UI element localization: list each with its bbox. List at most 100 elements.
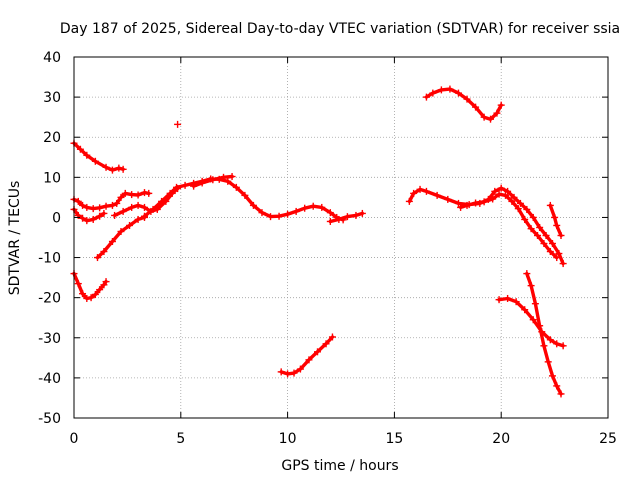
y-tick-label: -50 (38, 411, 61, 427)
data-point (437, 86, 445, 94)
data-point (548, 240, 556, 248)
data-point (318, 203, 326, 211)
data-point (491, 187, 499, 195)
series-line (548, 203, 563, 238)
data-point (472, 103, 480, 111)
data-point (555, 250, 563, 258)
data-point (267, 213, 275, 221)
data-point (140, 212, 148, 220)
data-point (96, 212, 104, 220)
y-axis-label: SDTVAR / TECUs (7, 181, 23, 296)
data-point (83, 151, 91, 159)
data-point (277, 368, 285, 376)
data-point (559, 260, 567, 268)
data-point (96, 204, 104, 212)
x-tick-label: 10 (279, 431, 297, 447)
data-point (174, 120, 182, 128)
data-point (514, 205, 522, 213)
data-point (284, 370, 292, 378)
series-arc-12 (405, 184, 567, 268)
series-line (142, 177, 345, 222)
data-point (510, 193, 518, 201)
data-point (551, 213, 559, 221)
data-point (553, 340, 561, 348)
data-point (480, 113, 488, 121)
series-arc-09 (326, 209, 366, 225)
data-point (559, 342, 567, 350)
series-arc-13 (457, 190, 561, 262)
data-point (536, 322, 544, 330)
data-point (96, 286, 104, 294)
data-point (91, 290, 99, 298)
data-point (79, 201, 87, 209)
data-point (74, 280, 82, 288)
data-point (529, 213, 537, 221)
series-line (407, 186, 565, 266)
data-point (102, 278, 110, 286)
y-tick-label: -40 (38, 371, 61, 387)
data-point (553, 221, 561, 229)
data-point (454, 89, 462, 97)
data-point (531, 300, 539, 308)
series-arc-15 (546, 201, 565, 239)
data-point (117, 227, 125, 235)
data-point (546, 201, 554, 209)
data-point (508, 197, 516, 205)
data-point (134, 191, 142, 199)
data-point (523, 270, 531, 278)
data-point (433, 191, 441, 199)
data-point (489, 195, 497, 203)
data-point (89, 205, 97, 213)
y-tick-label: -10 (38, 251, 61, 267)
data-point (504, 294, 512, 302)
x-tick-label: 20 (492, 431, 510, 447)
data-point (301, 204, 309, 212)
data-point (523, 205, 531, 213)
data-point (463, 201, 471, 209)
data-point (74, 197, 82, 205)
data-point (343, 213, 351, 221)
data-point (79, 214, 87, 222)
data-point (540, 342, 548, 350)
data-point (527, 225, 535, 233)
data-point (454, 199, 462, 207)
data-point (305, 356, 313, 364)
data-point (108, 166, 116, 174)
data-point (87, 294, 95, 302)
data-point (258, 209, 266, 217)
data-point (529, 316, 537, 324)
data-point (119, 165, 127, 173)
data-point (128, 203, 136, 211)
series-arc-10 (174, 120, 182, 128)
series-arc-14 (422, 85, 505, 123)
data-point (140, 189, 148, 197)
data-point (534, 231, 542, 239)
data-point (557, 231, 565, 239)
data-point (91, 157, 99, 165)
series-arc-01 (70, 139, 127, 174)
data-point (134, 215, 142, 223)
x-tick-label: 15 (385, 431, 403, 447)
y-tick-label: 0 (52, 210, 61, 226)
data-point (335, 215, 343, 223)
y-tick-label: 20 (43, 130, 61, 146)
series-layer (70, 85, 567, 398)
data-point (166, 189, 174, 197)
data-point (113, 199, 121, 207)
data-point (119, 207, 127, 215)
data-point (557, 390, 565, 398)
data-point (497, 184, 505, 192)
series-line (72, 141, 125, 172)
data-point (93, 254, 101, 262)
data-point (495, 190, 503, 198)
tick-labels: 0 5 10 15 20 25 -50 -40 -30 -20 -10 0 10 20 30 40 (38, 50, 617, 447)
data-point (546, 248, 554, 256)
data-point (228, 173, 236, 181)
data-point (102, 202, 110, 210)
data-point (429, 89, 437, 97)
data-point (128, 191, 136, 199)
data-point (493, 109, 501, 117)
data-point (126, 221, 134, 229)
data-point (536, 223, 544, 231)
data-point (314, 348, 322, 356)
